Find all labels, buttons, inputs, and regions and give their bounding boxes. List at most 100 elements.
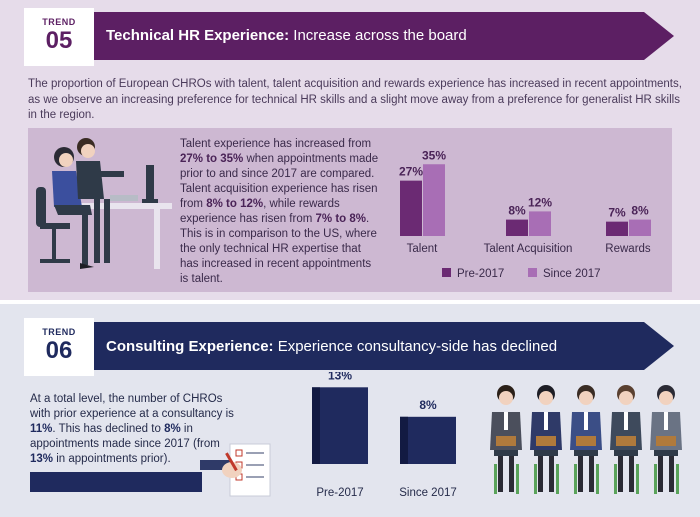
bar-value-label: 8% xyxy=(508,204,526,218)
bar-pre-2017-0 xyxy=(400,180,422,236)
title-rest: Experience consultancy-side has declined xyxy=(273,338,558,355)
body-text: in appointments made since 2017 (from xyxy=(30,423,220,450)
highlight-value: 11% xyxy=(30,423,53,435)
highlight-value: 8% xyxy=(164,423,181,435)
person-face xyxy=(499,391,513,405)
bar-value-label: 35% xyxy=(422,148,446,162)
highlight-value: 13% xyxy=(30,453,54,465)
body-text: when appointments made prior to and sinc… xyxy=(180,153,379,210)
legend-label: Since 2017 xyxy=(543,268,601,280)
bar-since-2017-2 xyxy=(629,219,651,236)
body-text: in appointments prior). xyxy=(53,453,171,465)
person-leg xyxy=(549,456,554,492)
body-text: . This has declined to xyxy=(52,423,165,435)
chair-seat xyxy=(494,450,518,456)
bar-since-2017-1 xyxy=(529,211,551,236)
person-leg xyxy=(618,456,623,492)
person-leg xyxy=(669,456,674,492)
bar-value-label: 13% xyxy=(328,372,352,382)
category-label: Pre-2017 xyxy=(316,487,363,499)
trend-05-title: Technical HR Experience: Increase across… xyxy=(106,27,467,44)
chair-seat xyxy=(534,450,558,456)
person-face xyxy=(579,391,593,405)
title-rest: Increase across the board xyxy=(289,27,467,44)
chair-leg xyxy=(614,464,617,494)
body-text: . This is in comparison to the US, where… xyxy=(180,213,377,285)
trend-number: 05 xyxy=(45,27,73,54)
legend-label: Pre-2017 xyxy=(457,268,504,280)
bar-value-label: 8% xyxy=(631,204,649,218)
category-label: Rewards xyxy=(605,243,651,255)
bar-pre-2017-1 xyxy=(506,219,528,236)
chair-leg xyxy=(574,464,577,494)
bar-value-label: 27% xyxy=(399,165,423,179)
person-leg xyxy=(589,456,594,492)
highlight-value: 27% to 35% xyxy=(180,153,244,165)
chair-leg xyxy=(636,464,639,494)
bar-since-2017-0 xyxy=(423,164,445,236)
chair-seat xyxy=(614,450,638,456)
chair-leg xyxy=(494,464,497,494)
person-face xyxy=(659,391,673,405)
title-bold: Consulting Experience: xyxy=(106,338,274,355)
person-face xyxy=(539,391,553,405)
legend-swatch xyxy=(442,268,451,277)
person-face xyxy=(619,391,633,405)
trend-05-badge: TREND 05 xyxy=(24,8,94,66)
category-label: Talent xyxy=(407,243,438,255)
person-shirt xyxy=(504,412,508,430)
person-leg xyxy=(629,456,634,492)
trend-05-body: Talent experience has increased from 27%… xyxy=(180,137,380,287)
person-folder xyxy=(616,436,636,446)
trend-label: TREND xyxy=(42,17,76,27)
trend-number: 06 xyxy=(45,337,73,364)
person-shirt xyxy=(544,412,548,430)
chair-leg xyxy=(556,464,559,494)
person-leg xyxy=(658,456,663,492)
bar-value-label: 12% xyxy=(528,195,552,209)
category-label: Talent Acquisition xyxy=(484,243,573,255)
person-leg xyxy=(578,456,583,492)
chair-leg xyxy=(516,464,519,494)
bar-consulting-1 xyxy=(400,416,456,464)
bar-shade xyxy=(312,387,320,464)
highlight-value: 8% to 12% xyxy=(206,198,264,210)
person-shirt xyxy=(664,412,668,430)
bar-consulting-0 xyxy=(312,387,368,464)
chair-leg xyxy=(534,464,537,494)
person-leg xyxy=(498,456,503,492)
chair-leg xyxy=(596,464,599,494)
trend-05-banner xyxy=(24,12,674,60)
decorative-bar xyxy=(30,472,202,492)
chair-seat xyxy=(574,450,598,456)
category-label: Since 2017 xyxy=(399,487,457,499)
chair-seat xyxy=(654,450,678,456)
business-people-illustration xyxy=(490,385,682,494)
person-leg xyxy=(538,456,543,492)
trend-06-body: At a total level, the number of CHROs wi… xyxy=(30,392,245,467)
consulting-chart: 13% Pre-2017 8% Since 2017 xyxy=(312,372,457,499)
person-folder xyxy=(656,436,676,446)
person-shirt xyxy=(624,412,628,430)
bar-shade xyxy=(400,416,408,464)
body-text: Talent experience has increased from xyxy=(180,138,372,150)
bar-pre-2017-2 xyxy=(606,221,628,236)
office-workers-illustration xyxy=(36,138,172,269)
trend-05-intro: The proportion of European CHROs with ta… xyxy=(28,78,682,121)
title-bold: Technical HR Experience: xyxy=(106,27,290,44)
trend-05-panel xyxy=(28,128,672,292)
trend-06-banner xyxy=(24,322,674,370)
person-folder xyxy=(536,436,556,446)
trend-label: TREND xyxy=(42,327,76,337)
person-shirt xyxy=(584,412,588,430)
checklist-hand-illustration xyxy=(200,443,271,497)
highlight-value: 7% to 8% xyxy=(315,213,367,225)
person-folder xyxy=(576,436,596,446)
body-text: At a total level, the number of CHROs wi… xyxy=(30,393,234,420)
person-leg xyxy=(509,456,514,492)
legend-swatch xyxy=(528,268,537,277)
chair-leg xyxy=(676,464,679,494)
trend-06-badge: TREND 06 xyxy=(24,318,94,376)
body-text: , while rewards experience has risen fro… xyxy=(180,198,340,225)
